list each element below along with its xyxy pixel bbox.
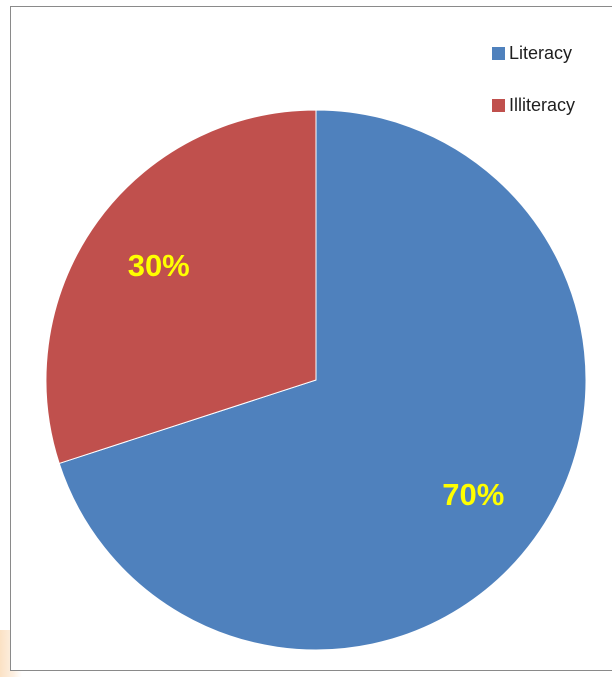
legend-item-illiteracy: Illiteracy: [492, 95, 576, 115]
pie-data-labels: 70% 30%: [128, 248, 505, 512]
data-label-literacy: 70%: [442, 477, 504, 512]
legend: Literacy Illiteracy: [492, 43, 575, 147]
legend-label-literacy: Literacy: [509, 43, 573, 63]
legend-item-literacy: Literacy: [492, 43, 575, 63]
pie-slices: [45, 109, 587, 651]
legend-swatch-literacy: [492, 47, 505, 60]
pie-slice-literacy: [58, 109, 587, 651]
legend-swatch-illiteracy: [492, 99, 505, 112]
chart-frame: 70% 30% Literacy Illiteracy: [10, 6, 612, 671]
pie-chart: 70% 30%: [45, 109, 587, 651]
data-label-illiteracy: 30%: [128, 248, 190, 283]
pie-slice-illiteracy: [45, 109, 317, 465]
legend-label-illiteracy: Illiteracy: [509, 95, 576, 115]
